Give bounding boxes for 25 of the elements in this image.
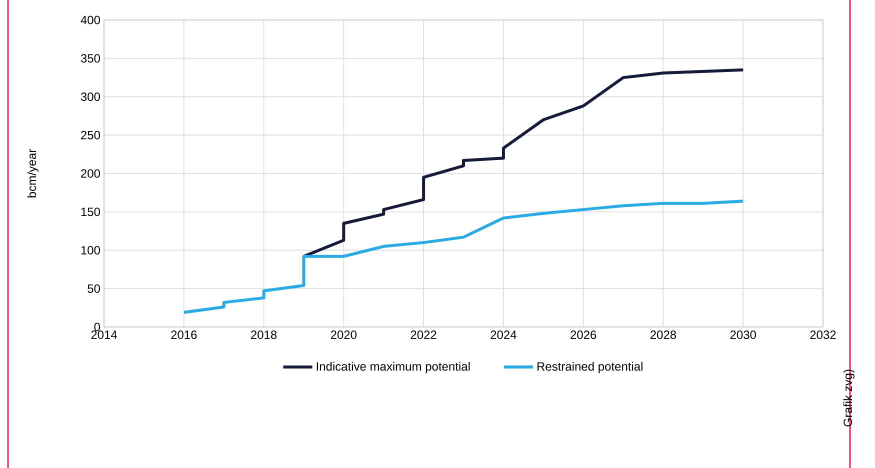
y-tick-label: 100 — [81, 246, 100, 254]
x-tick-label: 2018 — [251, 330, 277, 340]
y-tick-label: 150 — [81, 208, 100, 216]
y-axis-title: bcm/year — [27, 149, 38, 198]
x-tick-label: 2014 — [91, 330, 117, 340]
y-tick-label: 250 — [81, 130, 100, 140]
y-tick-label: 400 — [80, 16, 100, 24]
y-tick-label: 50 — [88, 284, 100, 293]
text: Grafik zvg) — [843, 370, 854, 426]
y-tick-label: 200 — [81, 169, 100, 178]
x-tick-label: 2020 — [330, 330, 357, 340]
x-tick-label: 2028 — [650, 330, 676, 340]
x-tick-label: 2022 — [410, 330, 436, 340]
legend-label: Restrained potential — [538, 362, 642, 374]
x-tick-label: 2024 — [490, 330, 516, 340]
legend-label: Indicative maximum potential — [316, 362, 470, 374]
x-tick-label: 2016 — [171, 330, 197, 340]
line-series — [302, 68, 745, 258]
y-tick-label: 0 — [94, 322, 100, 332]
y-tick-label: 300 — [80, 92, 100, 101]
y-tick-label: 350 — [80, 54, 100, 63]
line-series — [182, 200, 745, 314]
x-tick-label: 2026 — [570, 330, 596, 340]
x-tick-label: 2030 — [730, 330, 756, 340]
x-tick-label: 2032 — [810, 330, 836, 340]
